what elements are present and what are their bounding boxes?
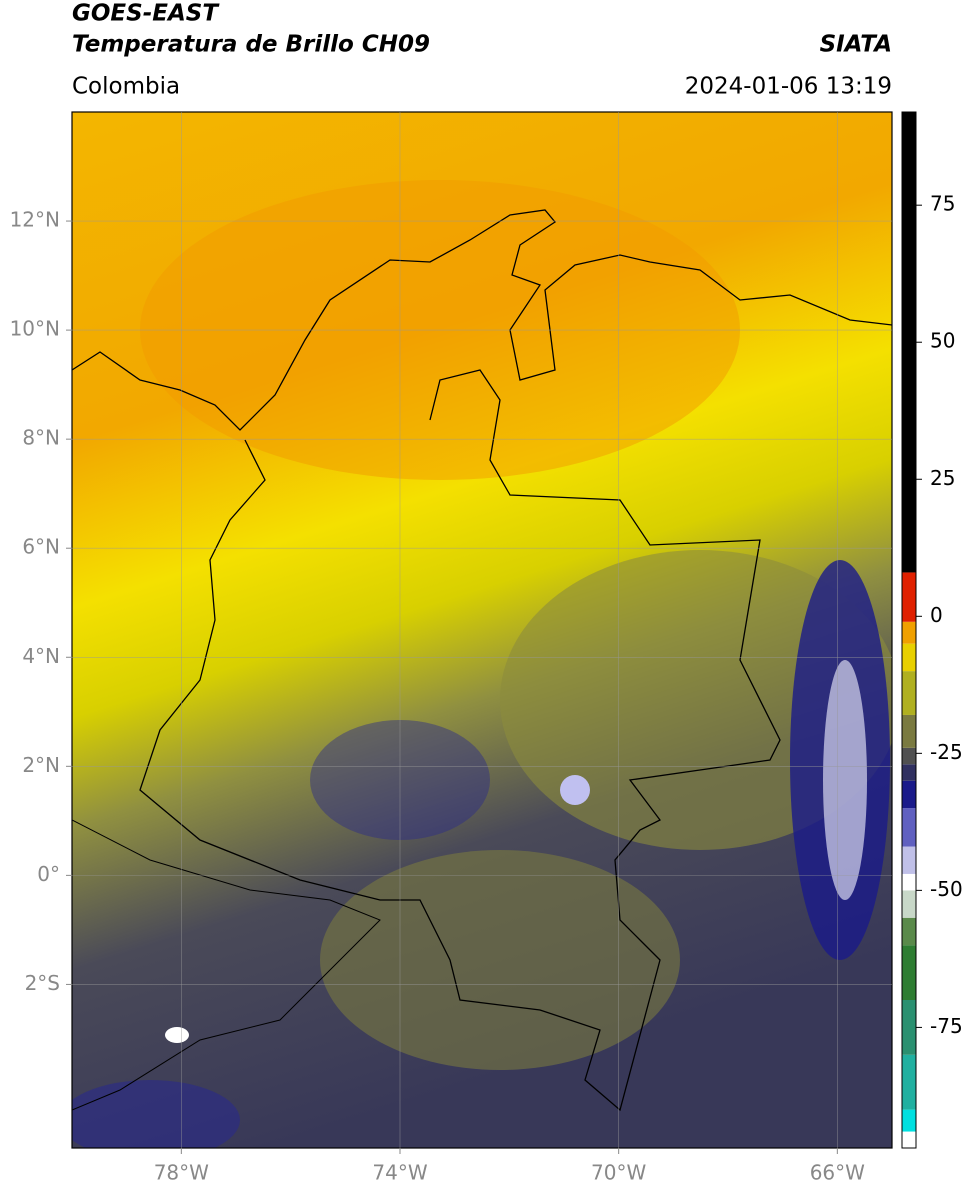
colorbar-segment bbox=[902, 572, 916, 622]
map-frame bbox=[71, 111, 893, 1149]
region: Colombia bbox=[72, 74, 180, 100]
colorbar-segment bbox=[902, 846, 916, 874]
colorbar-tick-label: 25 bbox=[930, 466, 955, 490]
colorbar-frame bbox=[901, 111, 917, 1149]
x-tick-label: 66°W bbox=[810, 1161, 865, 1185]
y-tick-label: 0° bbox=[37, 862, 60, 886]
source: SIATA bbox=[820, 32, 892, 58]
colorbar-segment bbox=[902, 747, 916, 765]
colorbar-segment bbox=[902, 1000, 916, 1055]
colorbar-segment bbox=[902, 890, 916, 918]
colorbar-segment bbox=[902, 764, 916, 781]
colorbar-segment bbox=[902, 643, 916, 672]
y-tick-label: 12°N bbox=[10, 208, 60, 232]
colorbar-tick-label: 0 bbox=[930, 603, 943, 627]
colorbar-segment bbox=[902, 808, 916, 847]
title: GOES-EAST bbox=[72, 1, 220, 27]
y-tick-label: 2°N bbox=[22, 753, 60, 777]
colorbar-segment bbox=[902, 112, 916, 573]
timestamp: 2024-01-06 13:19 bbox=[685, 74, 892, 100]
y-tick-label: 6°N bbox=[22, 535, 60, 559]
colorbar-segment bbox=[902, 1109, 916, 1132]
y-tick-label: 2°S bbox=[25, 971, 60, 995]
subtitle: Temperatura de Brillo CH09 bbox=[72, 32, 430, 58]
x-tick-label: 70°W bbox=[591, 1161, 646, 1185]
colorbar-tick-label: -75 bbox=[930, 1014, 963, 1038]
y-tick-label: 10°N bbox=[10, 317, 60, 341]
colorbar-segment bbox=[902, 621, 916, 644]
colorbar-segment bbox=[902, 1054, 916, 1110]
y-tick-label: 4°N bbox=[22, 644, 60, 668]
colorbar-segment bbox=[902, 917, 916, 946]
colorbar-segment bbox=[902, 780, 916, 809]
colorbar-segment bbox=[902, 671, 916, 715]
colorbar-tick-label: 50 bbox=[930, 329, 955, 353]
colorbar-tick-label: -50 bbox=[930, 877, 963, 901]
colorbar-segment bbox=[902, 1131, 916, 1148]
colorbar-segment bbox=[902, 873, 916, 891]
x-tick-label: 74°W bbox=[372, 1161, 427, 1185]
colorbar-segment bbox=[902, 945, 916, 1000]
y-tick-label: 8°N bbox=[22, 426, 60, 450]
map-image bbox=[72, 112, 892, 1148]
colorbar-segment bbox=[902, 714, 916, 748]
colorbar-tick-label: -25 bbox=[930, 740, 963, 764]
colorbar-tick-label: 75 bbox=[930, 192, 955, 216]
x-tick-label: 78°W bbox=[154, 1161, 209, 1185]
